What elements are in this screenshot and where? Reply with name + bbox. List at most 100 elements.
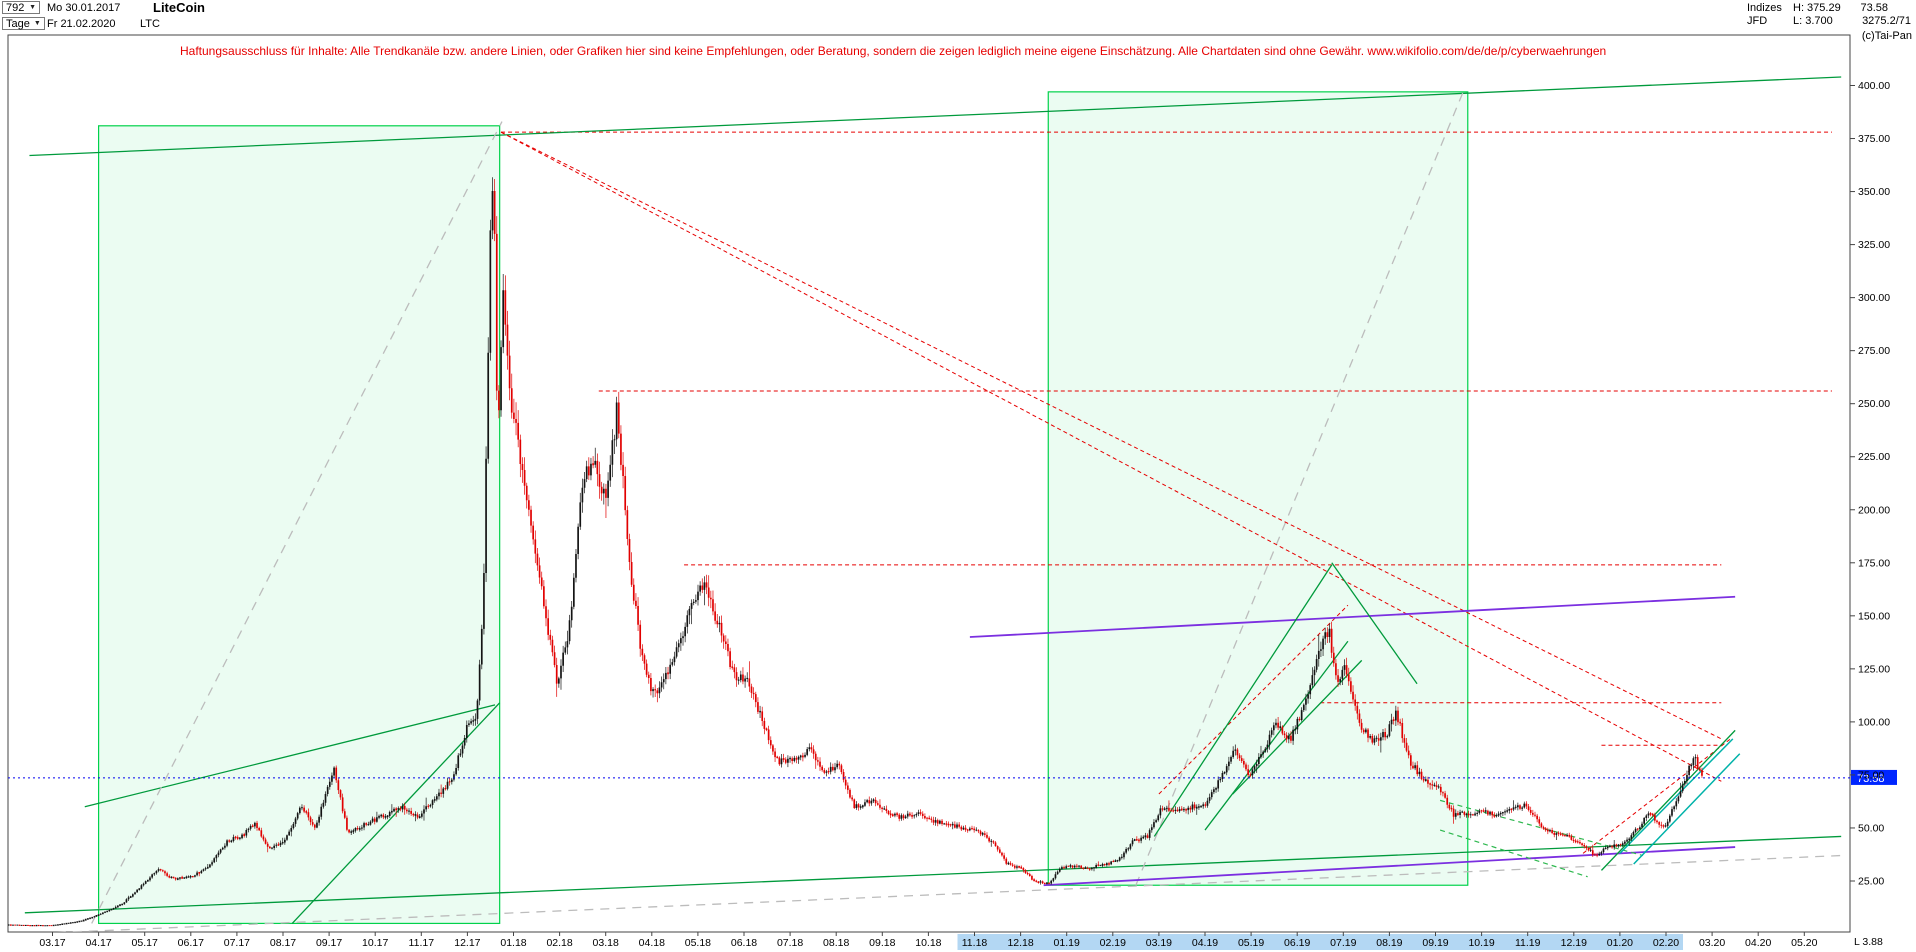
teal-channel-lower <box>1633 753 1741 865</box>
wedge-lower <box>1439 829 1588 878</box>
svg-text:375.00: 375.00 <box>1858 133 1890 145</box>
trend-zones <box>97 91 1469 925</box>
end-date: Fr 21.02.2020 <box>47 18 116 30</box>
svg-text:04.18: 04.18 <box>639 937 665 949</box>
disclaimer-text: Haftungsausschluss für Inhalte: Alle Tre… <box>180 44 1607 58</box>
svg-text:03.18: 03.18 <box>593 937 619 949</box>
svg-text:09.17: 09.17 <box>316 937 342 949</box>
high-value: H: 375.29 <box>1793 2 1841 14</box>
svg-text:11.17: 11.17 <box>409 937 435 949</box>
period-value: Tage <box>6 17 30 30</box>
rising-2019-red <box>1158 604 1349 795</box>
last-price-header: 73.58 <box>1860 2 1888 14</box>
svg-text:10.18: 10.18 <box>915 937 941 949</box>
rally-2017-dashed <box>91 121 503 924</box>
x-axis: 03.17 04.17 05.17 06.17 07.17 08.17 09.17 10.17… <box>39 932 1818 950</box>
svg-text:325.00: 325.00 <box>1858 239 1890 251</box>
indizes-label: Indizes <box>1747 2 1782 14</box>
svg-text:12.19: 12.19 <box>1561 937 1587 949</box>
svg-text:01.18: 01.18 <box>500 937 526 949</box>
chart-frame <box>7 34 1851 933</box>
svg-text:06.17: 06.17 <box>178 937 204 949</box>
svg-text:02.18: 02.18 <box>546 937 572 949</box>
svg-text:05.17: 05.17 <box>132 937 158 949</box>
svg-text:350.00: 350.00 <box>1858 186 1890 198</box>
rally-2019-zone <box>1047 91 1469 886</box>
svg-text:10.17: 10.17 <box>362 937 388 949</box>
instrument-title: LiteCoin <box>153 0 205 15</box>
svg-text:25.00: 25.00 <box>1858 875 1884 887</box>
x-axis-highlight <box>957 934 1683 950</box>
candlestick-layer <box>8 177 1703 927</box>
svg-text:03.19: 03.19 <box>1146 937 1172 949</box>
svg-text:07.18: 07.18 <box>777 937 803 949</box>
svg-text:250.00: 250.00 <box>1858 398 1890 410</box>
steep-2019-2 <box>1204 640 1349 831</box>
svg-text:275.00: 275.00 <box>1858 345 1890 357</box>
svg-text:09.19: 09.19 <box>1422 937 1448 949</box>
channel-2017-lower <box>84 704 496 808</box>
symbol-label: LTC <box>140 18 160 30</box>
bottom-right-label: L 3.88 <box>1854 936 1883 948</box>
y-axis: 400.00 375.00 350.00 325.00 300.00 275.00 250.… <box>1850 80 1890 887</box>
last-price-tag <box>1851 769 1897 785</box>
svg-text:150.00: 150.00 <box>1858 610 1890 622</box>
bars-count-select[interactable]: 792 ▼ <box>2 1 40 14</box>
downtrend-from-peak-2 <box>500 131 1722 782</box>
svg-text:09.18: 09.18 <box>869 937 895 949</box>
svg-text:07.19: 07.19 <box>1330 937 1356 949</box>
svg-text:06.19: 06.19 <box>1284 937 1310 949</box>
last-price-line: 73.58 <box>8 769 1897 785</box>
teal-channel-upper <box>1619 738 1734 854</box>
period-select[interactable]: Tage ▼ <box>2 17 45 30</box>
svg-text:06.18: 06.18 <box>731 937 757 949</box>
svg-text:12.18: 12.18 <box>1007 937 1033 949</box>
svg-text:03.20: 03.20 <box>1699 937 1725 949</box>
svg-text:200.00: 200.00 <box>1858 504 1890 516</box>
svg-text:04.19: 04.19 <box>1192 937 1218 949</box>
svg-text:07.17: 07.17 <box>224 937 250 949</box>
svg-text:01.20: 01.20 <box>1607 937 1633 949</box>
rally-2017-zone <box>97 125 501 925</box>
copyright-label: (c)Tai-Pan <box>1861 30 1912 42</box>
svg-text:125.00: 125.00 <box>1858 663 1890 675</box>
broker-label: JFD <box>1747 15 1768 27</box>
svg-text:10.19: 10.19 <box>1468 937 1494 949</box>
svg-text:50.00: 50.00 <box>1858 822 1884 834</box>
falling-after-peak-2019 <box>1331 562 1418 685</box>
steep-2019-1 <box>1153 564 1333 837</box>
purple-resistance <box>969 595 1736 638</box>
svg-text:05.18: 05.18 <box>685 937 711 949</box>
svg-text:02.19: 02.19 <box>1100 937 1126 949</box>
downtrend-from-peak-1 <box>500 131 1722 740</box>
svg-text:11.19: 11.19 <box>1515 937 1541 949</box>
rising-2020-red <box>1582 738 1731 854</box>
svg-text:225.00: 225.00 <box>1858 451 1890 463</box>
chevron-down-icon: ▼ <box>33 20 41 27</box>
svg-text:400.00: 400.00 <box>1858 80 1890 92</box>
svg-text:04.20: 04.20 <box>1745 937 1771 949</box>
svg-text:05.19: 05.19 <box>1238 937 1264 949</box>
svg-text:75.00: 75.00 <box>1858 769 1884 781</box>
svg-text:73.58: 73.58 <box>1857 773 1885 785</box>
svg-text:175.00: 175.00 <box>1858 557 1890 569</box>
svg-text:08.19: 08.19 <box>1376 937 1402 949</box>
svg-text:11.18: 11.18 <box>962 937 988 949</box>
svg-text:300.00: 300.00 <box>1858 292 1890 304</box>
recovery-2020 <box>1600 729 1736 871</box>
svg-text:100.00: 100.00 <box>1858 716 1890 728</box>
long-term-resistance <box>29 76 1842 157</box>
chevron-down-icon: ▼ <box>29 4 36 11</box>
svg-text:05.20: 05.20 <box>1791 937 1817 949</box>
svg-text:08.17: 08.17 <box>270 937 296 949</box>
start-date: Mo 30.01.2017 <box>47 2 121 14</box>
svg-text:04.17: 04.17 <box>85 937 111 949</box>
svg-text:01.19: 01.19 <box>1054 937 1080 949</box>
spread-value: 3275.2/71 <box>1862 15 1911 27</box>
bars-count-value: 792 <box>6 1 25 14</box>
svg-text:03.17: 03.17 <box>39 937 65 949</box>
svg-text:12.17: 12.17 <box>454 937 480 949</box>
low-value: L: 3.700 <box>1793 15 1833 27</box>
